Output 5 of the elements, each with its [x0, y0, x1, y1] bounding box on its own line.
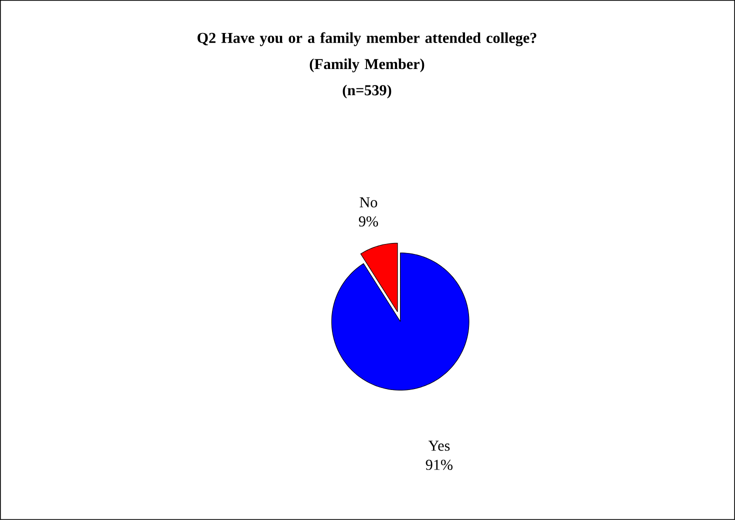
chart-title: Q2 Have you or a family member attended college? (Family Member) (n=539) — [198, 32, 536, 98]
slice-label: Yes — [428, 440, 450, 451]
data-label: 9% — [358, 216, 378, 227]
data-label: 91% — [426, 460, 453, 470]
slice-label: No — [360, 197, 378, 208]
